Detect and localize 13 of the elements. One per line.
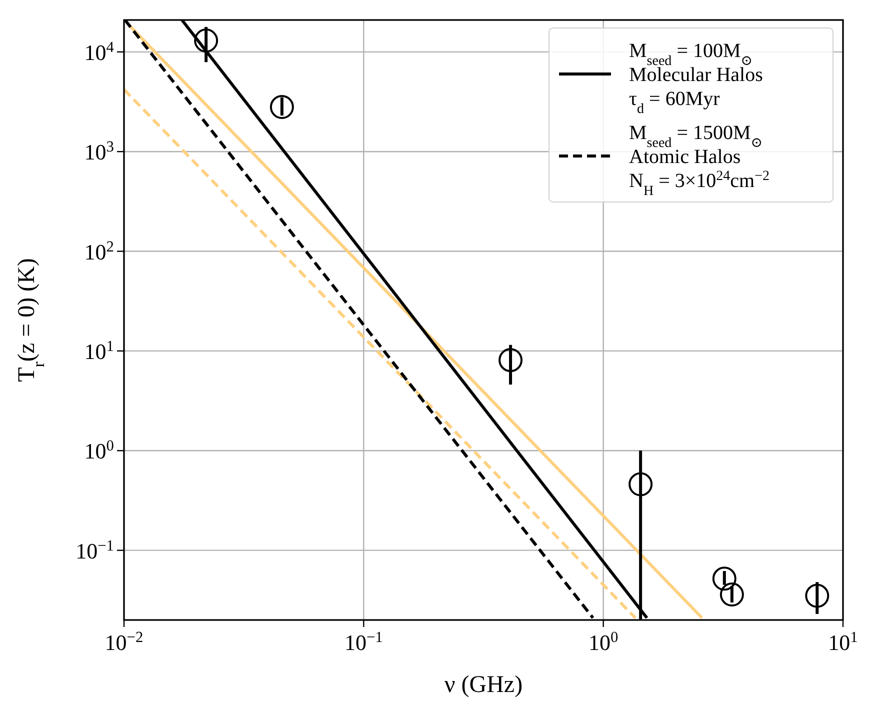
x-axis-title: ν (GHz) [444,672,523,698]
x-tick-label: 10$^{1}$ [828,628,858,655]
x-tick-label: 10$^{−2}$ [104,628,144,655]
x-tick-label: 10$^{0}$ [588,628,618,655]
y-tick-label: 10$^{1}$ [84,337,114,364]
y-tick-label: 10$^{2}$ [84,238,114,264]
y-tick-label: 10$^{0}$ [84,437,114,464]
y-tick-label: 10$^{4}$ [84,38,114,65]
legend-label: M$_{seed}$ = 100M$_{⊙}$ Molecular Halos τ$_{d}$ = 60Myr [629,40,764,116]
y-tick-label: 10$^{−1}$ [76,536,114,564]
y-tick-label: 10$^{3}$ [84,138,114,165]
x-tick-label: 10$^{−1}$ [344,628,383,655]
text: M$_{seed}$ = 1500M$_{⊙}$ Atomic Halos N$_{H}$ = 3×10$^{24}$cm$^{−2}$ [629,122,770,198]
